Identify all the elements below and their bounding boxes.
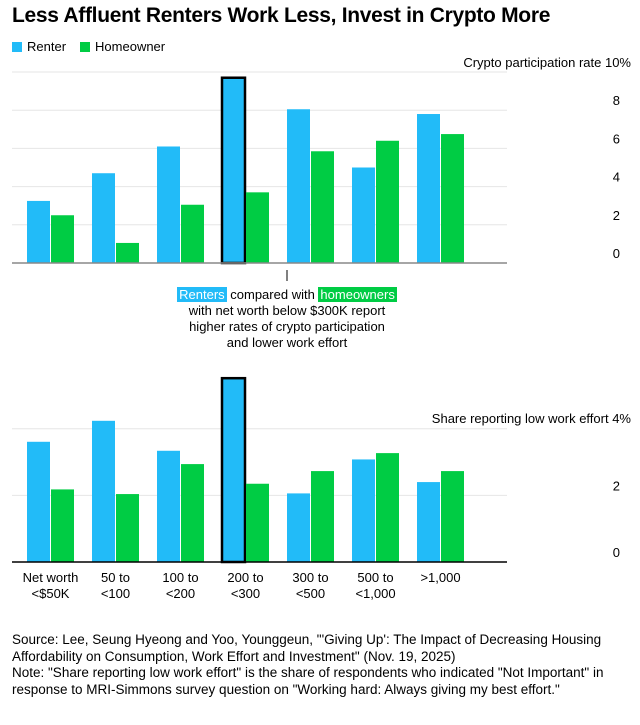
bar-renter (92, 420, 115, 562)
bar-renter (287, 109, 310, 264)
bar-renter (287, 493, 310, 562)
x-tick-label: <500 (296, 586, 325, 601)
bar-homeowner (51, 489, 74, 562)
bar-renter (417, 482, 440, 562)
bar-homeowner (376, 453, 399, 562)
bar-renter (352, 167, 375, 263)
footnote: Source: Lee, Seung Hyeong and Yoo, Young… (12, 632, 632, 698)
bar-homeowner (116, 242, 139, 263)
y-tick-label: 4 (613, 170, 620, 185)
charts-svg: 0 2 4 6 8 Crypto participation rate 10% 0 2 Shar… (12, 55, 632, 601)
bar-homeowner (181, 204, 204, 263)
y-tick-label: 2 (613, 208, 620, 223)
bar-homeowner (311, 151, 334, 263)
x-tick-label: 200 to (227, 570, 263, 585)
bar-renter (92, 173, 115, 263)
bar-homeowner (441, 471, 464, 562)
annotation-line: with net worth below $300K report (188, 303, 386, 318)
source-text: Source: Lee, Seung Hyeong and Yoo, Young… (12, 632, 602, 664)
x-tick-label: <100 (101, 586, 130, 601)
y-tick-label: 6 (613, 131, 620, 146)
x-tick-label: >1,000 (420, 570, 460, 585)
bar-renter (220, 76, 247, 265)
annotation-line: and lower work effort (226, 335, 348, 350)
annotation-renters: Renters (177, 287, 227, 302)
legend-homeowner: Homeowner (80, 39, 165, 54)
bar-homeowner (376, 140, 399, 263)
annotation-homeowners: homeowners (318, 287, 397, 302)
bar-homeowner (181, 464, 204, 562)
x-tick-label: <300 (231, 586, 260, 601)
bar-homeowner (51, 215, 74, 263)
legend-label: Homeowner (95, 39, 166, 54)
x-tick-label: <200 (166, 586, 195, 601)
bar-homeowner (246, 192, 269, 263)
bar-renter (417, 114, 440, 264)
y-tick-label: 0 (613, 545, 620, 560)
bar-renter (157, 450, 180, 562)
bar-renter (27, 200, 50, 263)
y-tick-label: 8 (613, 93, 620, 108)
y-tick-label: 2 (613, 478, 620, 493)
legend: Renter Homeowner (12, 39, 165, 54)
x-tick-label: 100 to (162, 570, 198, 585)
x-tick-label: Net worth (23, 570, 79, 585)
axis-title: Share reporting low work effort 4% (432, 411, 632, 426)
legend-renter: Renter (12, 39, 66, 54)
bar-renter (220, 376, 247, 564)
legend-swatch-homeowner (80, 42, 91, 52)
note-text: Note: "Share reporting low work effort" … (12, 665, 604, 697)
bar-renter (352, 459, 375, 562)
bar-homeowner (441, 134, 464, 263)
y-tick-label: 0 (613, 246, 620, 261)
x-tick-label: <1,000 (355, 586, 395, 601)
legend-swatch-renter (12, 42, 22, 52)
chart-title: Less Affluent Renters Work Less, Invest … (12, 4, 551, 27)
bar-homeowner (311, 471, 334, 562)
x-tick-label: 300 to (292, 570, 328, 585)
x-tick-label: 500 to (357, 570, 393, 585)
axis-title: Crypto participation rate 10% (463, 55, 631, 70)
legend-label: Renter (27, 39, 67, 54)
bar-renter (157, 146, 180, 263)
bar-homeowner (246, 483, 269, 562)
bar-homeowner (116, 494, 139, 562)
bar-renter (27, 441, 50, 562)
annotation-mid: compared with (226, 287, 319, 302)
x-tick-label: 50 to (101, 570, 130, 585)
x-tick-label: <$50K (32, 586, 70, 601)
annotation-line: higher rates of crypto participation (189, 319, 385, 334)
annotation: Renters compared with homeowners with ne… (137, 287, 437, 351)
